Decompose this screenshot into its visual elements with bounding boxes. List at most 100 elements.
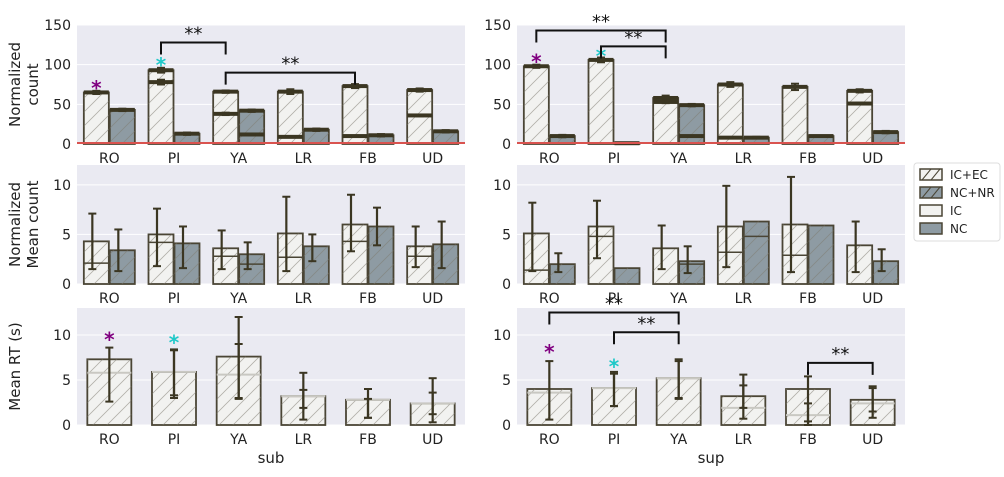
y-tick-label: 10 [53,178,71,194]
bar-NC+NR-PI-hatch [614,268,640,284]
bar-NC+NR-PI-hatch [174,243,200,284]
bar-IC+EC-YA-hatch [653,97,679,144]
x-tick-label-UD: UD [422,291,443,307]
y-tick-label: 150 [44,18,71,34]
x-tick-label-RO: RO [539,432,560,448]
bar-IC+EC-YA-hatch [653,248,679,284]
x-tick-label-LR: LR [295,432,313,448]
x-tick-label-UD: UD [862,151,883,167]
legend-label-IC: IC [950,204,962,218]
x-axis-label: sup [698,449,725,467]
mark-NC-YA [679,134,705,139]
legend-label-IC+EC: IC+EC [950,168,988,182]
x-tick-label-LR: LR [735,151,753,167]
x-tick-label-RO: RO [99,291,120,307]
bar-NC+NR-YA-hatch [239,254,265,284]
x-tick-label-LR: LR [295,291,313,307]
bar-NC+NR-LR-hatch [303,246,329,284]
y-axis-label: Mean count [24,180,42,268]
x-tick-label-PI: PI [168,151,181,167]
plot-background [77,25,465,144]
x-tick-label-LR: LR [735,432,753,448]
bar-NC+NR-RO-hatch [549,136,575,144]
significance-star-purple: * [544,340,555,364]
bar-IC+EC-RO-hatch [523,66,549,144]
significance-bracket [160,41,227,55]
plot-background [77,308,465,425]
y-tick-label: 0 [502,418,511,434]
significance-star-purple: * [104,328,115,352]
significance-bracket [224,71,356,85]
x-tick-label-RO: RO [539,291,560,307]
bar-NC+NR-RO-hatch [109,109,135,144]
y-axis-label: count [24,63,42,105]
x-tick-label-RO: RO [99,151,120,167]
plot-background [517,308,905,425]
y-tick-label: 5 [62,373,71,389]
y-axis-label: Normalized [6,182,24,267]
bar-NC+NR-RO-hatch [549,264,575,284]
y-tick-label: 0 [502,137,511,153]
y-tick-label: 100 [484,58,511,74]
mark-IC-LR [277,134,303,139]
bar-IC+EC-RO-hatch [523,233,549,284]
bar-IC+EC-PI-hatch [588,59,614,145]
bar-IC+EC-YA-hatch [213,248,239,284]
x-tick-label-PI: PI [168,291,181,307]
y-tick-label: 10 [493,178,511,194]
x-tick-label-PI: PI [608,151,621,167]
y-tick-label: 0 [62,418,71,434]
y-axis-label: Mean RT (s) [6,322,24,410]
significance-bracket [807,361,874,375]
bar-NC+NR-YA-hatch [239,110,265,144]
bar-IC+EC-FB-hatch [782,86,808,144]
panel-bottom-left: 0 5 10 RO PI YA LR FB UD * * Mean RT (s) sub [6,308,465,467]
bar-NC+NR-FB-hatch [808,225,834,284]
legend: IC+EC NC+NR IC NC [913,162,1001,242]
x-tick-label-YA: YA [669,432,687,448]
mark-IC-LR [717,135,743,140]
bar-NC+NR-UD-hatch [873,261,899,284]
bar-IC+EC-LR-hatch [277,233,303,284]
x-tick-label-LR: LR [735,291,753,307]
bar-IC+EC-FB-hatch [782,224,808,284]
x-tick-label-FB: FB [359,291,377,307]
significance-label: ** [184,23,202,44]
bar-NC+NR-YA-hatch [679,105,705,144]
plot-background [517,25,905,144]
bar-NC+NR-UD-hatch [433,131,459,144]
x-tick-label-LR: LR [295,151,313,167]
significance-bracket [600,45,667,59]
mark-NC+NR-FB [808,134,834,139]
x-axis-label: sub [258,449,285,467]
x-tick-label-YA: YA [669,291,687,307]
y-tick-label: 0 [62,137,71,153]
significance-bracket [535,29,667,43]
x-tick-label-FB: FB [799,432,817,448]
bar-IC+EC-RO-hatch [83,92,109,144]
significance-label: ** [831,344,849,365]
y-tick-label: 50 [493,97,511,113]
significance-label: ** [637,313,655,334]
bar-NC+NR-FB-hatch [368,226,394,284]
y-tick-label: 50 [53,97,71,113]
legend-label-NC: NC [950,222,967,236]
bar-IC+EC-LR-hatch [717,226,743,284]
significance-bracket [548,311,680,325]
bar-IC+EC-UD-hatch [847,90,873,144]
x-tick-label-FB: FB [799,151,817,167]
x-tick-label-UD: UD [862,291,883,307]
bar-IC+EC-YA-hatch [213,91,239,144]
bar-NC+NR-LR-hatch [743,221,769,284]
x-tick-label-UD: UD [422,432,443,448]
bar-NC+NR-FB-hatch [808,136,834,144]
y-tick-label: 10 [53,328,71,344]
y-tick-label: 100 [44,58,71,74]
y-tick-label: 5 [62,227,71,243]
x-tick-label-RO: RO [99,432,120,448]
significance-star-purple: * [531,50,542,74]
mark-IC-FB [342,134,368,139]
significance-label: ** [624,27,642,48]
